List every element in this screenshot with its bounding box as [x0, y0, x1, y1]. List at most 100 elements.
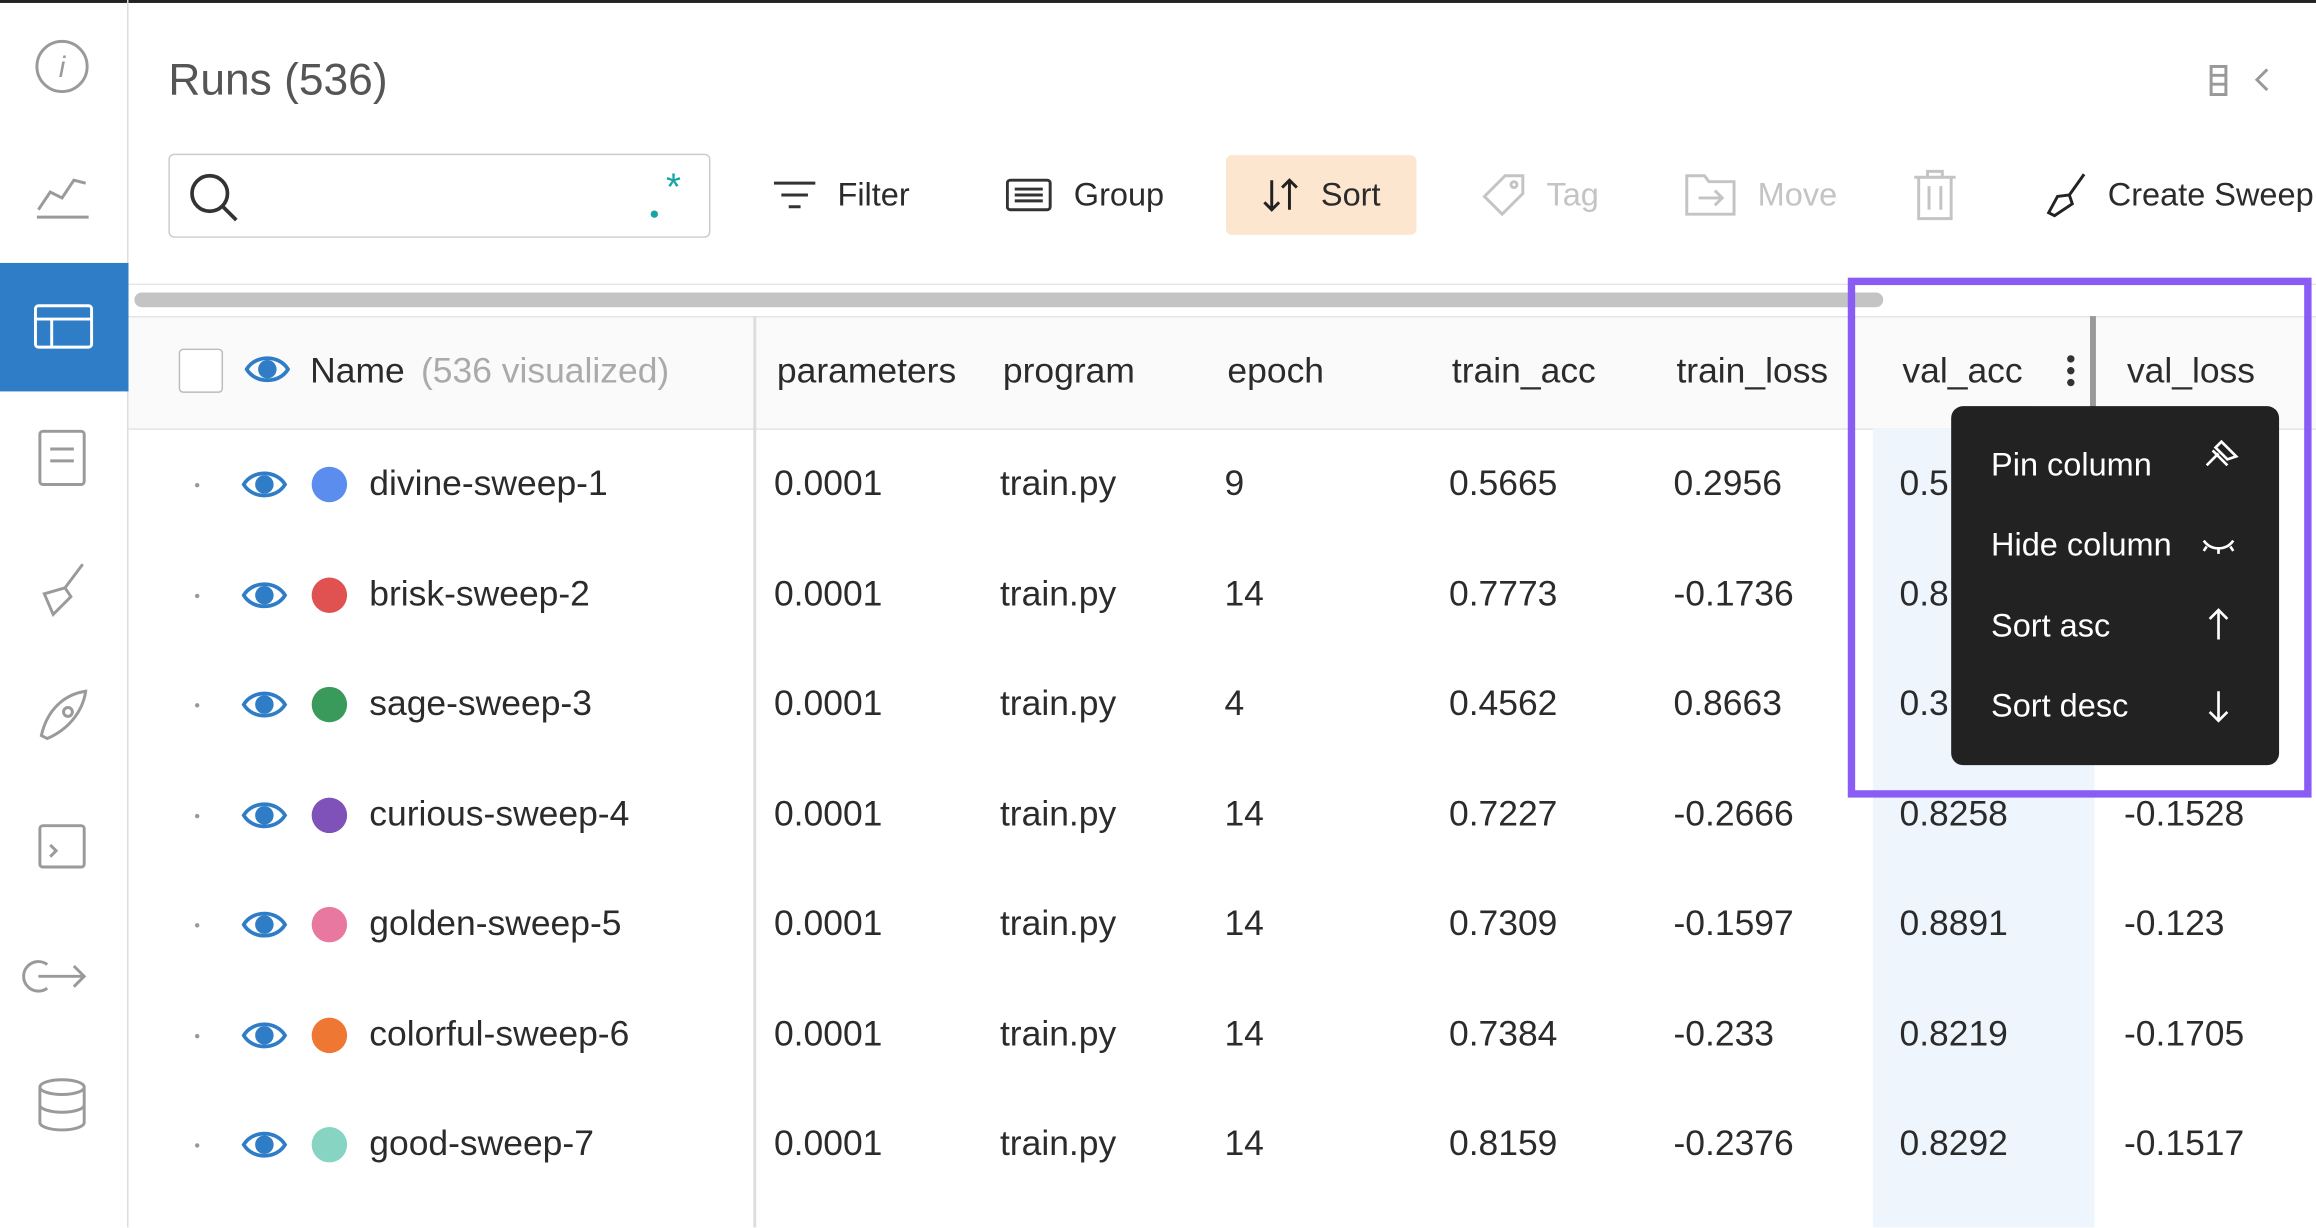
- highlight-box: [1847, 277, 2312, 798]
- run-color[interactable]: [311, 686, 348, 723]
- visibility-toggle[interactable]: [241, 907, 288, 942]
- column-header[interactable]: train_acc: [1451, 351, 1596, 392]
- run-color[interactable]: [311, 576, 348, 613]
- column-header[interactable]: epoch: [1227, 351, 1325, 392]
- create-sweep-label: Create Sweep: [2107, 175, 2314, 213]
- create-sweep-button[interactable]: Create Sweep: [2046, 155, 2314, 235]
- column-menu: [1951, 406, 2280, 766]
- cell: train.py: [999, 573, 1117, 614]
- cell: 0.8663: [1673, 683, 1782, 724]
- cell: -0.2666: [1673, 793, 1794, 834]
- regex-icon[interactable]: *: [645, 173, 689, 223]
- cell: train.py: [999, 1124, 1117, 1164]
- run-name[interactable]: divine-sweep-1: [369, 463, 608, 504]
- visibility-toggle[interactable]: [241, 1017, 288, 1052]
- cell: 0.7309: [1448, 903, 1558, 944]
- run-name[interactable]: curious-sweep-4: [369, 793, 630, 834]
- sidebar-active: [0, 262, 129, 392]
- cell: 0.2956: [1673, 463, 1782, 504]
- group-button[interactable]: Group: [1005, 155, 1165, 235]
- header-row: [128, 316, 2316, 430]
- column-header[interactable]: program: [1002, 351, 1135, 392]
- cell: train.py: [999, 903, 1117, 944]
- run-color[interactable]: [311, 1016, 348, 1053]
- column-header[interactable]: train_loss: [1676, 351, 1829, 392]
- column-header[interactable]: val_acc: [1902, 351, 2023, 392]
- cell: -0.1517: [2123, 1124, 2245, 1164]
- move-button[interactable]: Move: [1684, 155, 1837, 235]
- run-name[interactable]: golden-sweep-5: [369, 903, 622, 944]
- panel-controls[interactable]: [2201, 59, 2290, 103]
- search-icon: [190, 173, 238, 222]
- menu-item[interactable]: Sort desc: [1991, 686, 2129, 724]
- delete-button[interactable]: [1911, 168, 1958, 221]
- cell: 0.5665: [1448, 463, 1558, 504]
- sort-button[interactable]: Sort: [1225, 155, 1417, 235]
- row-dot: [194, 482, 200, 488]
- visibility-toggle[interactable]: [241, 1127, 288, 1162]
- column-menu-button[interactable]: [2063, 350, 2078, 394]
- cell: -0.233: [1673, 1013, 1775, 1054]
- filter-button[interactable]: Filter: [772, 155, 910, 235]
- cell: 0.5: [1899, 463, 1949, 504]
- run-name[interactable]: good-sweep-7: [369, 1124, 594, 1164]
- cell: 9: [1224, 463, 1245, 504]
- tag-label: Tag: [1546, 175, 1599, 213]
- select-all-checkbox[interactable]: [178, 348, 224, 393]
- visibility-toggle[interactable]: [241, 467, 288, 502]
- cell: 0.8: [1899, 573, 1949, 614]
- cell: 14: [1224, 903, 1264, 944]
- visibility-toggle[interactable]: [244, 352, 291, 387]
- cell: 0.3: [1899, 683, 1949, 724]
- column-resizer[interactable]: [2090, 316, 2096, 427]
- cell: 0.8292: [1899, 1124, 2008, 1164]
- cell: 0.7384: [1448, 1013, 1558, 1054]
- run-color[interactable]: [311, 906, 348, 943]
- scrollbar[interactable]: [134, 292, 1884, 308]
- cell: 4: [1224, 683, 1245, 724]
- filter-label: Filter: [837, 175, 910, 213]
- cell: 0.8219: [1899, 1013, 2008, 1054]
- run-color[interactable]: [311, 1126, 348, 1163]
- visualized-count: (536 visualized): [420, 351, 670, 392]
- visibility-toggle[interactable]: [241, 797, 288, 832]
- column-header[interactable]: parameters: [776, 351, 957, 392]
- tag-button[interactable]: Tag: [1481, 155, 1599, 235]
- column-header[interactable]: val_loss: [2126, 351, 2256, 392]
- search-box[interactable]: *: [168, 153, 711, 238]
- cell: 0.0001: [773, 1013, 883, 1054]
- run-color[interactable]: [311, 466, 348, 503]
- sidebar-icons: i: [22, 39, 94, 1132]
- menu-item[interactable]: Hide column: [1991, 526, 2172, 564]
- run-name[interactable]: colorful-sweep-6: [369, 1013, 630, 1054]
- cell: 0.4562: [1448, 683, 1558, 724]
- top-border: [0, 0, 2316, 3]
- row-dot: [194, 1143, 200, 1148]
- cell: 14: [1224, 1124, 1264, 1164]
- menu-item[interactable]: Sort asc: [1991, 606, 2111, 644]
- cell: 0.0001: [773, 903, 883, 944]
- run-name[interactable]: sage-sweep-3: [369, 683, 592, 724]
- sidebar: i: [0, 0, 129, 1228]
- menu-item[interactable]: Pin column: [1991, 446, 2152, 483]
- cell: train.py: [999, 1013, 1117, 1054]
- cell: train.py: [999, 793, 1117, 834]
- visibility-toggle[interactable]: [241, 687, 288, 722]
- group-label: Group: [1073, 175, 1165, 213]
- visibility-toggle[interactable]: [241, 577, 288, 612]
- pinned-divider: [753, 316, 757, 1228]
- cell: 0.0001: [773, 573, 883, 614]
- cell: -0.1528: [2123, 793, 2245, 834]
- cell: 0.0001: [773, 1124, 883, 1164]
- cell: 14: [1224, 1013, 1264, 1054]
- cell: -0.1736: [1673, 573, 1794, 614]
- row-dot: [194, 593, 200, 598]
- row-dot: [194, 703, 200, 708]
- cell: train.py: [999, 683, 1117, 724]
- run-color[interactable]: [311, 796, 348, 833]
- cell: 0.7227: [1448, 793, 1558, 834]
- cell: 0.8258: [1899, 793, 2008, 834]
- run-name[interactable]: brisk-sweep-2: [369, 573, 590, 614]
